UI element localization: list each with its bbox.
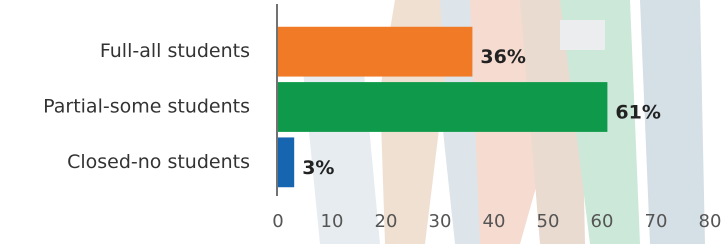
x-tick-label: 10 [321, 211, 344, 232]
x-tick-label: 20 [375, 211, 398, 232]
x-tick-label: 60 [591, 211, 614, 232]
category-label: Closed-no students [67, 151, 250, 173]
category-label: Partial-some students [43, 96, 250, 118]
value-label: 3% [302, 157, 334, 179]
x-tick-label: 30 [429, 211, 452, 232]
category-label: Full-all students [100, 40, 250, 62]
bar [278, 137, 294, 187]
x-tick-label: 0 [272, 211, 283, 232]
value-label: 61% [615, 102, 660, 124]
bar [278, 27, 472, 77]
x-tick-label: 50 [537, 211, 560, 232]
value-label: 36% [480, 46, 525, 68]
x-tick-label: 80 [699, 211, 722, 232]
x-tick-label: 70 [645, 211, 668, 232]
chart: 0 10 20 30 40 50 60 70 80 Full-all students 36% Par… [0, 0, 722, 244]
page: 0 10 20 30 40 50 60 70 80 Full-all students 36% Par… [0, 0, 722, 244]
bar [278, 82, 607, 132]
x-tick-label: 40 [483, 211, 506, 232]
